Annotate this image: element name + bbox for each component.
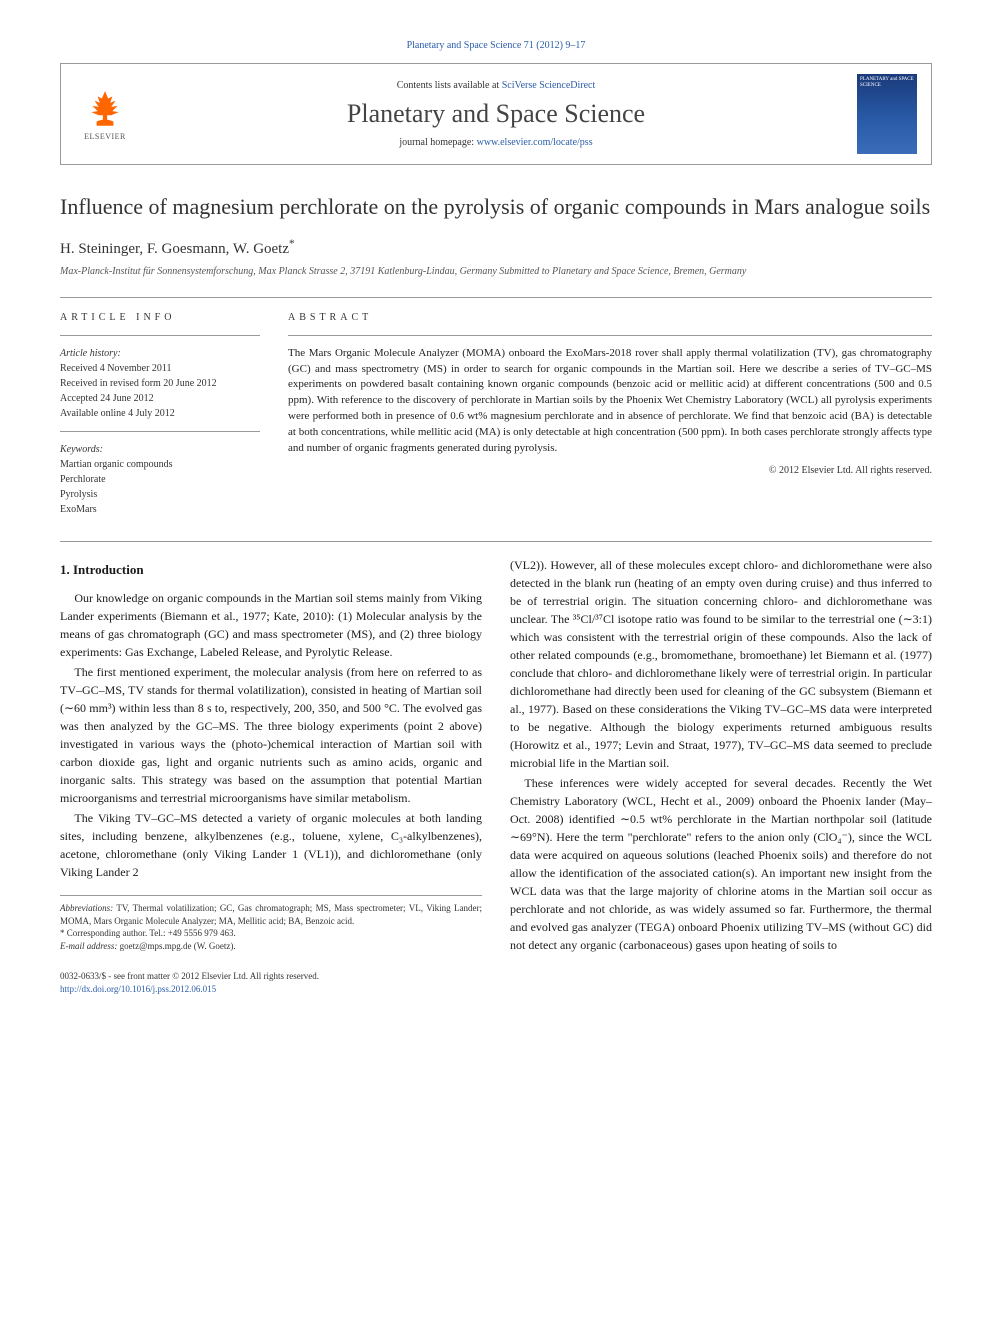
body-paragraph: Our knowledge on organic compounds in th…	[60, 589, 482, 661]
footnotes-block: Abbreviations: TV, Thermal volatilizatio…	[60, 895, 482, 952]
history-head: Article history:	[60, 346, 260, 361]
history-received: Received 4 November 2011	[60, 361, 260, 376]
author-list: H. Steininger, F. Goesmann, W. Goetz*	[60, 238, 932, 258]
body-paragraph: The first mentioned experiment, the mole…	[60, 663, 482, 807]
contents-lists-line: Contents lists available at SciVerse Sci…	[149, 80, 843, 91]
abstract-label: ABSTRACT	[288, 312, 932, 323]
scidirect-link[interactable]: SciVerse ScienceDirect	[502, 80, 596, 91]
affiliation: Max-Planck-Institut für Sonnensystemfors…	[60, 266, 932, 277]
section-heading: 1. Introduction	[60, 560, 482, 580]
contents-prefix: Contents lists available at	[397, 80, 502, 91]
keyword: Martian organic compounds	[60, 457, 260, 472]
homepage-link[interactable]: www.elsevier.com/locate/pss	[477, 137, 593, 148]
article-info-label: ARTICLE INFO	[60, 312, 260, 323]
cover-text: PLANETARY and SPACE SCIENCE	[860, 77, 917, 88]
abbrev-head: Abbreviations:	[60, 903, 113, 913]
keyword: Perchlorate	[60, 472, 260, 487]
abbrev-text: TV, Thermal volatilization; GC, Gas chro…	[60, 903, 482, 926]
elsevier-tree-icon	[84, 88, 126, 130]
email-head: E-mail address:	[60, 941, 117, 951]
footer-meta: 0032-0633/$ - see front matter © 2012 El…	[60, 970, 932, 995]
homepage-prefix: journal homepage:	[399, 137, 476, 148]
email-line: E-mail address: goetz@mps.mpg.de (W. Goe…	[60, 940, 482, 953]
journal-header-box: ELSEVIER Contents lists available at Sci…	[60, 63, 932, 165]
body-paragraph: The Viking TV–GC–MS detected a variety o…	[60, 809, 482, 881]
abbreviations-line: Abbreviations: TV, Thermal volatilizatio…	[60, 902, 482, 927]
history-accepted: Accepted 24 June 2012	[60, 391, 260, 406]
journal-citation: Planetary and Space Science 71 (2012) 9–…	[60, 40, 932, 51]
keywords-head: Keywords:	[60, 442, 260, 457]
article-info-column: ARTICLE INFO Article history: Received 4…	[60, 312, 260, 517]
body-two-column: 1. Introduction Our knowledge on organic…	[60, 556, 932, 954]
history-online: Available online 4 July 2012	[60, 406, 260, 421]
abstract-text: The Mars Organic Molecule Analyzer (MOMA…	[288, 346, 932, 458]
author-names: H. Steininger, F. Goesmann, W. Goetz	[60, 241, 289, 257]
keyword: Pyrolysis	[60, 487, 260, 502]
elsevier-logo: ELSEVIER	[75, 84, 135, 144]
body-paragraph: (VL2)). However, all of these molecules …	[510, 556, 932, 772]
front-matter-line: 0032-0633/$ - see front matter © 2012 El…	[60, 970, 932, 983]
history-revised: Received in revised form 20 June 2012	[60, 376, 260, 391]
journal-cover-thumbnail: PLANETARY and SPACE SCIENCE	[857, 74, 917, 154]
keyword: ExoMars	[60, 502, 260, 517]
corresponding-mark: *	[289, 238, 295, 250]
article-title: Influence of magnesium perchlorate on th…	[60, 193, 932, 222]
divider	[60, 297, 932, 298]
divider	[60, 541, 932, 542]
journal-title: Planetary and Space Science	[149, 99, 843, 129]
corresponding-author-line: * Corresponding author. Tel.: +49 5556 9…	[60, 927, 482, 940]
doi-link[interactable]: http://dx.doi.org/10.1016/j.pss.2012.06.…	[60, 984, 216, 994]
email-value: goetz@mps.mpg.de (W. Goetz).	[117, 941, 235, 951]
homepage-line: journal homepage: www.elsevier.com/locat…	[149, 137, 843, 148]
abstract-column: ABSTRACT The Mars Organic Molecule Analy…	[288, 312, 932, 517]
elsevier-logo-text: ELSEVIER	[84, 132, 126, 141]
abstract-copyright: © 2012 Elsevier Ltd. All rights reserved…	[288, 465, 932, 476]
body-paragraph: These inferences were widely accepted fo…	[510, 774, 932, 954]
